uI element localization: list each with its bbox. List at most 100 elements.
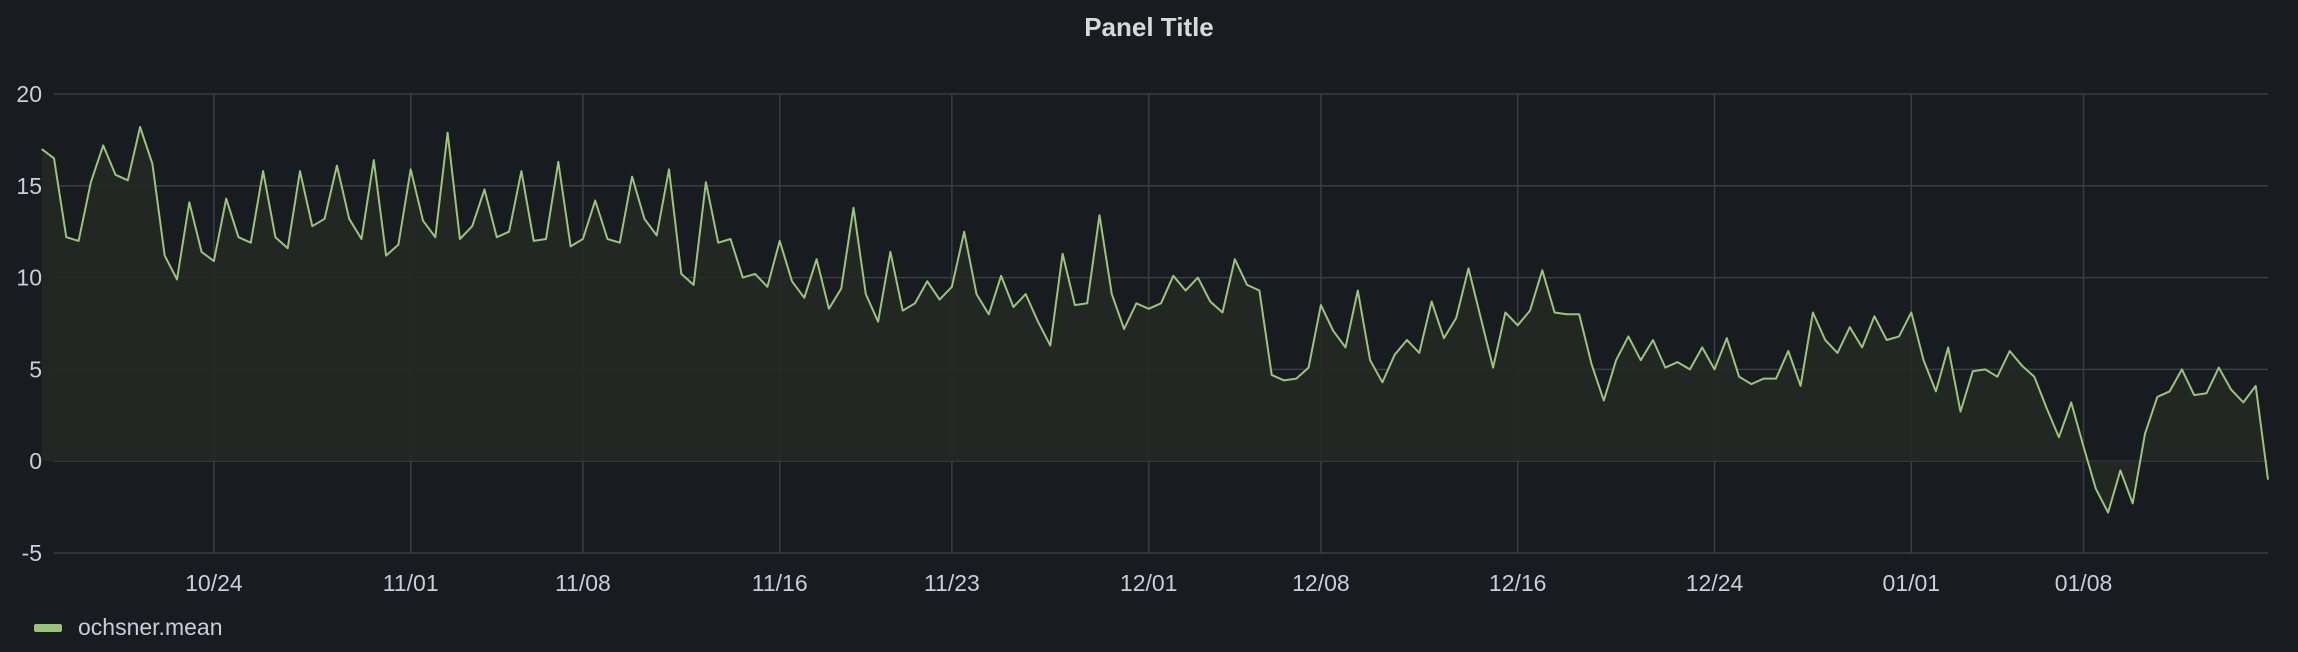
data-point: [754, 273, 756, 275]
x-tick-label: 10/24: [185, 570, 243, 596]
data-point: [1000, 275, 1002, 277]
legend-label-ochsner-mean[interactable]: ochsner.mean: [78, 614, 222, 641]
y-tick-label: 20: [16, 81, 42, 107]
data-point: [1394, 354, 1396, 356]
data-point: [1799, 385, 1801, 387]
data-point: [53, 157, 55, 159]
data-point: [1615, 359, 1617, 361]
data-point: [1344, 346, 1346, 348]
data-point: [360, 238, 362, 240]
data-point: [1787, 350, 1789, 352]
data-point: [1886, 339, 1888, 341]
data-point: [2218, 366, 2220, 368]
data-point: [1098, 214, 1100, 216]
series-layer: [41, 126, 2270, 514]
data-point: [975, 293, 977, 295]
data-point: [1959, 410, 1961, 412]
data-point: [1603, 399, 1605, 401]
data-point: [1640, 359, 1642, 361]
data-point: [2082, 445, 2084, 447]
data-point: [791, 280, 793, 282]
data-point: [1221, 311, 1223, 313]
data-point: [815, 258, 817, 260]
data-point: [1750, 383, 1752, 385]
data-point: [1271, 374, 1273, 376]
data-point: [1430, 300, 1432, 302]
data-point: [2033, 376, 2035, 378]
data-point: [1234, 258, 1236, 260]
data-point: [656, 234, 658, 236]
data-point: [1246, 284, 1248, 286]
x-tick-label: 12/16: [1489, 570, 1547, 596]
data-point: [1553, 311, 1555, 313]
data-point: [1148, 308, 1150, 310]
data-point: [65, 236, 67, 238]
data-point: [569, 245, 571, 247]
data-point: [1406, 339, 1408, 341]
data-point: [2230, 388, 2232, 390]
data-point: [1922, 359, 1924, 361]
data-point: [176, 278, 178, 280]
data-point: [213, 260, 215, 262]
y-tick-label: 10: [16, 265, 42, 291]
data-point: [1664, 366, 1666, 368]
data-point: [2168, 390, 2170, 392]
data-point: [2144, 433, 2146, 435]
data-point: [434, 236, 436, 238]
data-point: [237, 236, 239, 238]
x-tick-label: 12/24: [1686, 570, 1744, 596]
y-tick-label: 5: [29, 356, 42, 382]
data-point: [1197, 276, 1199, 278]
data-point: [1775, 377, 1777, 379]
data-point: [1381, 381, 1383, 383]
data-point: [1369, 359, 1371, 361]
data-point: [779, 240, 781, 242]
data-point: [1836, 352, 1838, 354]
data-point: [77, 240, 79, 242]
data-point: [1541, 269, 1543, 271]
data-point: [1295, 377, 1297, 379]
data-point: [2193, 394, 2195, 396]
data-point: [1209, 300, 1211, 302]
data-point: [459, 238, 461, 240]
data-point: [496, 236, 498, 238]
data-point: [557, 161, 559, 163]
data-point: [1861, 346, 1863, 348]
data-point: [1283, 379, 1285, 381]
data-point: [1111, 293, 1113, 295]
data-point: [742, 276, 744, 278]
data-point: [1972, 370, 1974, 372]
data-point: [348, 218, 350, 220]
data-point: [631, 175, 633, 177]
legend-swatch: [34, 624, 62, 632]
data-point: [311, 225, 313, 227]
data-point: [1713, 368, 1715, 370]
data-point: [41, 148, 43, 150]
data-point: [914, 302, 916, 304]
data-point: [1984, 368, 1986, 370]
data-point: [643, 218, 645, 220]
data-point: [1074, 304, 1076, 306]
data-point: [1418, 352, 1420, 354]
data-point: [1160, 302, 1162, 304]
data-point: [1012, 306, 1014, 308]
x-tick-label: 11/16: [752, 570, 808, 596]
series-area-fill: [42, 127, 2268, 513]
legend[interactable]: ochsner.mean: [34, 614, 222, 641]
data-point: [926, 280, 928, 282]
data-point: [2255, 385, 2257, 387]
data-point: [1529, 309, 1531, 311]
data-point: [1652, 339, 1654, 341]
data-point: [1812, 311, 1814, 313]
data-point: [1824, 339, 1826, 341]
data-point: [1578, 313, 1580, 315]
data-point: [164, 254, 166, 256]
data-point: [803, 297, 805, 299]
data-point: [1037, 321, 1039, 323]
data-point: [729, 238, 731, 240]
y-tick-label: 0: [29, 448, 42, 474]
x-tick-label: 01/08: [2055, 570, 2113, 596]
x-tick-label: 01/01: [1883, 570, 1941, 596]
data-point: [2070, 401, 2072, 403]
